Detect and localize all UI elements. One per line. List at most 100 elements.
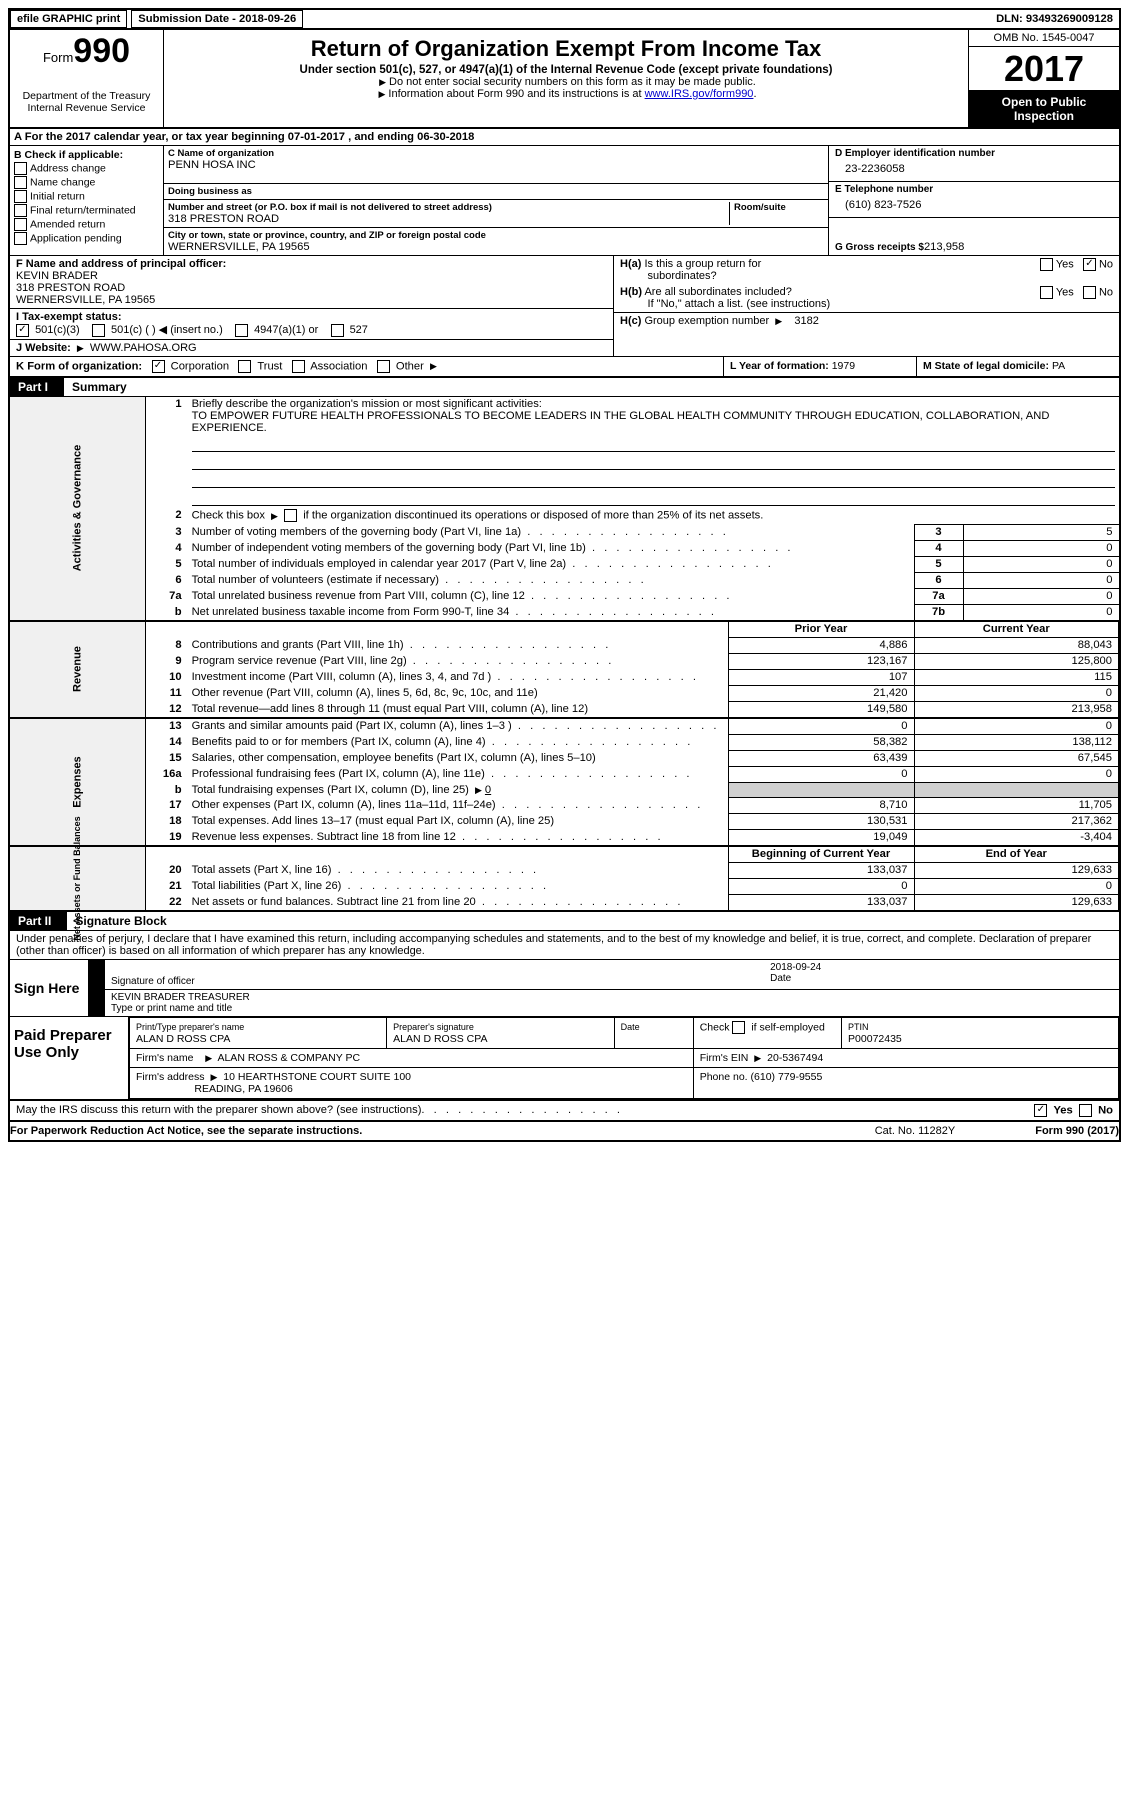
paid-preparer-label: Paid Preparer Use Only — [10, 1017, 129, 1099]
discuss-yes-checkbox[interactable]: ✓ — [1034, 1104, 1047, 1117]
row-a-tax-year: A For the 2017 calendar year, or tax yea… — [10, 129, 1119, 146]
line11-prior: 21,420 — [728, 685, 914, 701]
line5-value: 0 — [963, 556, 1119, 572]
line7a-label: Total unrelated business revenue from Pa… — [192, 590, 525, 602]
form-subtitle: Under section 501(c), 527, or 4947(a)(1)… — [172, 64, 960, 76]
submission-date: Submission Date - 2018-09-26 — [131, 10, 303, 28]
dba-label: Doing business as — [168, 186, 824, 197]
trust-checkbox[interactable] — [238, 360, 251, 373]
hb-yes-checkbox[interactable] — [1040, 286, 1053, 299]
line17-label: Other expenses (Part IX, column (A), lin… — [192, 799, 496, 811]
open-to-public: Open to PublicInspection — [969, 91, 1119, 127]
page-footer: For Paperwork Reduction Act Notice, see … — [10, 1122, 1119, 1140]
omb-number: OMB No. 1545-0047 — [969, 30, 1119, 47]
line19-label: Revenue less expenses. Subtract line 18 … — [192, 831, 456, 843]
4947-checkbox[interactable] — [235, 324, 248, 337]
initial-return-checkbox[interactable]: Initial return — [30, 190, 85, 202]
ha-no-checkbox[interactable]: ✓ — [1083, 258, 1096, 271]
note-info-pre: Information about Form 990 and its instr… — [388, 88, 644, 100]
line11-current: 0 — [914, 685, 1119, 701]
discuss-no-checkbox[interactable] — [1079, 1104, 1092, 1117]
note-ssn: Do not enter social security numbers on … — [389, 76, 756, 88]
line13-prior: 0 — [728, 718, 914, 735]
year-formation-value: 1979 — [832, 360, 855, 372]
501c3-checkbox[interactable]: ✓ — [16, 324, 29, 337]
part1-title: Summary — [64, 378, 135, 396]
officer-name: KEVIN BRADER — [16, 270, 98, 282]
part1-tab: Part I — [10, 378, 64, 396]
city-state-zip: WERNERSVILLE, PA 19565 — [168, 241, 824, 253]
501c-checkbox[interactable] — [92, 324, 105, 337]
line15-prior: 63,439 — [728, 750, 914, 766]
prep-sig-label: Preparer's signature — [393, 1022, 474, 1032]
ptin-value: P00072435 — [848, 1033, 902, 1045]
gross-receipts-value: 213,958 — [924, 241, 964, 253]
firm-phone-value: (610) 779-9555 — [751, 1071, 823, 1083]
app-pending-checkbox[interactable]: Application pending — [30, 232, 122, 244]
col-b-title: B Check if applicable: — [14, 149, 159, 161]
line22-end: 129,633 — [914, 894, 1119, 911]
amended-return-checkbox[interactable]: Amended return — [30, 218, 105, 230]
sign-here-label: Sign Here — [10, 960, 89, 1016]
city-label: City or town, state or province, country… — [168, 230, 824, 241]
street-address: 318 PRESTON ROAD — [168, 213, 729, 225]
hb-no-checkbox[interactable] — [1083, 286, 1096, 299]
line9-label: Program service revenue (Part VIII, line… — [192, 655, 407, 667]
line21-beg: 0 — [728, 878, 914, 894]
firm-ein-value: 20-5367494 — [767, 1052, 823, 1064]
line19-prior: 19,049 — [728, 829, 914, 846]
line22-label: Net assets or fund balances. Subtract li… — [192, 896, 476, 908]
mission-text: TO EMPOWER FUTURE HEALTH PROFESSIONALS T… — [192, 410, 1050, 434]
officer-label: F Name and address of principal officer: — [16, 258, 226, 270]
part1-header: Part I Summary — [10, 378, 1119, 397]
name-change-checkbox[interactable]: Name change — [30, 176, 95, 188]
self-employed-checkbox[interactable] — [732, 1021, 745, 1034]
firm-addr-value: 10 HEARTHSTONE COURT SUITE 100 — [223, 1071, 411, 1083]
form-header: Form990 Department of the Treasury Inter… — [10, 30, 1119, 129]
sidebar-activities: Activities & Governance — [71, 445, 83, 572]
line4-label: Number of independent voting members of … — [192, 542, 586, 554]
part2-tab: Part II — [10, 912, 67, 930]
addr-change-checkbox[interactable]: Address change — [30, 162, 106, 174]
line16a-label: Professional fundraising fees (Part IX, … — [192, 768, 485, 780]
form-label: Form — [43, 50, 73, 65]
form-990-page: efile GRAPHIC print Submission Date - 20… — [8, 8, 1121, 1142]
line13-current: 0 — [914, 718, 1119, 735]
irs-form990-link[interactable]: www.IRS.gov/form990 — [645, 88, 754, 100]
header-right: OMB No. 1545-0047 2017 Open to PublicIns… — [968, 30, 1119, 127]
line21-label: Total liabilities (Part X, line 26) — [192, 880, 342, 892]
line8-prior: 4,886 — [728, 637, 914, 653]
line16a-prior: 0 — [728, 766, 914, 782]
line16b-prior-gray — [728, 782, 914, 797]
officer-addr2: WERNERSVILLE, PA 19565 — [16, 294, 155, 306]
form-title: Return of Organization Exempt From Incom… — [172, 36, 960, 62]
irs-label: Internal Revenue Service — [14, 102, 159, 114]
line2-checkbox[interactable] — [284, 509, 297, 522]
efile-print-button[interactable]: efile GRAPHIC print — [10, 10, 127, 28]
preparer-block: Paid Preparer Use Only Print/Type prepar… — [10, 1017, 1119, 1101]
line16b-current-gray — [914, 782, 1119, 797]
ha-yes-checkbox[interactable] — [1040, 258, 1053, 271]
ein-value: 23-2236058 — [835, 159, 1113, 179]
line3-value: 5 — [963, 524, 1119, 540]
addr-label: Number and street (or P.O. box if mail i… — [168, 202, 729, 213]
line14-prior: 58,382 — [728, 734, 914, 750]
corp-checkbox[interactable]: ✓ — [152, 360, 165, 373]
part2-title: Signature Block — [67, 912, 174, 930]
assoc-checkbox[interactable] — [292, 360, 305, 373]
other-checkbox[interactable] — [377, 360, 390, 373]
line4-value: 0 — [963, 540, 1119, 556]
line19-current: -3,404 — [914, 829, 1119, 846]
org-name-label: C Name of organization — [168, 148, 824, 159]
line15-current: 67,545 — [914, 750, 1119, 766]
ein-label: D Employer identification number — [835, 148, 1113, 159]
final-return-checkbox[interactable]: Final return/terminated — [30, 204, 136, 216]
dln: DLN: 93493269009128 — [996, 13, 1119, 25]
footer-form-ref: Form 990 (2017) — [1035, 1125, 1119, 1137]
part2-header: Part II Signature Block — [10, 912, 1119, 931]
ha-label: Is this a group return for — [644, 258, 761, 270]
527-checkbox[interactable] — [331, 324, 344, 337]
form-org-label: K Form of organization: — [16, 360, 142, 372]
line18-label: Total expenses. Add lines 13–17 (must eq… — [192, 815, 555, 827]
top-bar: efile GRAPHIC print Submission Date - 20… — [10, 10, 1119, 30]
